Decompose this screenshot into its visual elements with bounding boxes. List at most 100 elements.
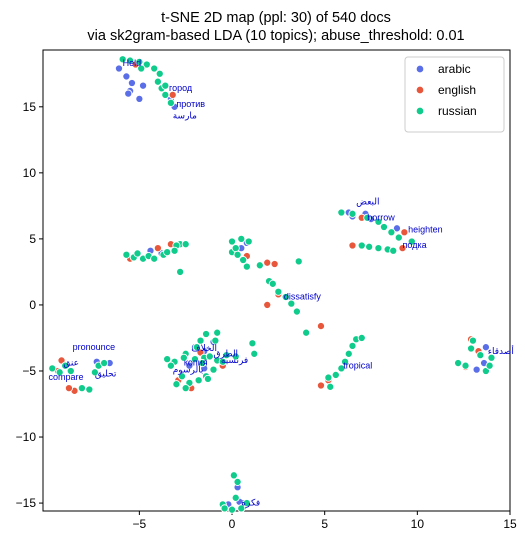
point-russian bbox=[196, 336, 205, 345]
point-russian bbox=[142, 60, 151, 69]
point-russian bbox=[163, 355, 172, 364]
point-russian bbox=[357, 333, 366, 343]
x-tick-label: 15 bbox=[503, 517, 517, 531]
point-russian bbox=[137, 64, 146, 73]
point-russian bbox=[150, 64, 159, 73]
point-english bbox=[270, 259, 279, 269]
point-russian bbox=[231, 493, 240, 502]
point-russian bbox=[302, 328, 311, 337]
point-russian bbox=[387, 228, 396, 237]
point-russian bbox=[487, 353, 496, 362]
point-russian bbox=[237, 504, 246, 513]
plot-frame bbox=[42, 49, 511, 512]
legend-label-russian: russian bbox=[438, 104, 477, 118]
point-arabic bbox=[114, 64, 124, 73]
y-tick-label: −5 bbox=[22, 364, 36, 378]
point-annotation: عنق bbox=[63, 358, 79, 368]
legend-label-arabic: arabic bbox=[438, 62, 471, 76]
point-annotation: تحليق bbox=[95, 368, 117, 378]
point-russian bbox=[237, 234, 246, 243]
point-russian bbox=[374, 217, 383, 226]
point-arabic bbox=[472, 365, 481, 374]
legend-marker-english bbox=[415, 85, 425, 95]
point-russian bbox=[231, 244, 240, 253]
y-tick-label: −10 bbox=[16, 430, 37, 444]
point-russian bbox=[85, 385, 94, 394]
point-russian bbox=[242, 262, 251, 271]
point-russian bbox=[155, 69, 164, 78]
point-russian bbox=[203, 374, 212, 383]
legend-marker-arabic bbox=[415, 64, 425, 74]
point-russian bbox=[202, 329, 211, 339]
point-russian bbox=[181, 384, 190, 393]
point-russian bbox=[190, 355, 200, 364]
legend-label-english: english bbox=[438, 83, 476, 97]
point-annotation: أصدقاء bbox=[488, 345, 514, 356]
point-russian bbox=[229, 471, 238, 480]
point-russian bbox=[233, 250, 242, 259]
point-annotation: копия bbox=[184, 358, 208, 368]
point-annotation: compare bbox=[49, 372, 84, 382]
point-arabic bbox=[127, 78, 137, 88]
point-russian bbox=[205, 352, 214, 361]
point-russian bbox=[374, 244, 383, 253]
point-russian bbox=[118, 55, 127, 64]
point-russian bbox=[363, 213, 372, 222]
point-russian bbox=[337, 208, 346, 217]
point-russian bbox=[181, 240, 190, 249]
x-tick-label: 10 bbox=[411, 517, 425, 531]
point-russian bbox=[476, 351, 485, 360]
point-russian bbox=[166, 361, 175, 370]
point-russian bbox=[233, 477, 242, 486]
point-arabic bbox=[481, 343, 490, 352]
chart-subtitle: via sk2gram-based LDA (10 topics); abuse… bbox=[87, 28, 464, 44]
point-russian bbox=[176, 267, 185, 276]
point-arabic bbox=[135, 94, 144, 103]
point-arabic bbox=[122, 72, 131, 81]
point-russian bbox=[467, 344, 476, 353]
point-russian bbox=[100, 359, 109, 368]
point-annotation: Held bbox=[123, 58, 142, 68]
point-english bbox=[263, 300, 272, 309]
point-russian bbox=[133, 249, 142, 258]
point-russian bbox=[161, 90, 170, 99]
point-russian bbox=[454, 359, 463, 368]
point-russian bbox=[344, 349, 353, 358]
point-russian bbox=[227, 237, 237, 246]
point-russian bbox=[255, 261, 264, 270]
point-annotation: dissatisfy bbox=[284, 292, 322, 302]
legend-box bbox=[404, 56, 505, 133]
point-russian bbox=[407, 237, 416, 246]
point-annotation: الخلاف bbox=[191, 343, 217, 353]
point-russian bbox=[90, 368, 99, 377]
point-russian bbox=[287, 299, 296, 308]
point-russian bbox=[365, 242, 374, 251]
point-russian bbox=[341, 357, 350, 366]
point-annotation: подка bbox=[403, 240, 427, 250]
point-russian bbox=[48, 364, 57, 373]
point-annotation: borrow bbox=[367, 212, 395, 222]
point-russian bbox=[66, 366, 75, 376]
point-russian bbox=[61, 361, 70, 370]
x-tick-label: 5 bbox=[321, 517, 328, 531]
point-annotation: فرنسيه bbox=[221, 355, 248, 365]
point-russian bbox=[179, 353, 188, 362]
point-russian bbox=[394, 233, 403, 242]
axes: −5 0 5 10 15 −15 −10 −5 0 5 10 15 bbox=[16, 49, 517, 531]
point-russian bbox=[244, 237, 253, 246]
point-arabic bbox=[124, 89, 133, 98]
point-russian bbox=[292, 307, 301, 316]
point-russian bbox=[250, 349, 259, 358]
point-annotation: pronounce bbox=[73, 342, 116, 352]
point-russian bbox=[77, 384, 86, 393]
point-arabic bbox=[139, 81, 148, 90]
point-russian bbox=[281, 292, 290, 302]
point-annotation: город bbox=[169, 83, 193, 93]
point-russian bbox=[239, 255, 248, 265]
point-russian bbox=[348, 341, 357, 350]
point-russian bbox=[274, 287, 283, 296]
point-russian bbox=[209, 365, 218, 374]
legend-marker-russian bbox=[415, 106, 425, 116]
point-russian bbox=[337, 364, 346, 373]
